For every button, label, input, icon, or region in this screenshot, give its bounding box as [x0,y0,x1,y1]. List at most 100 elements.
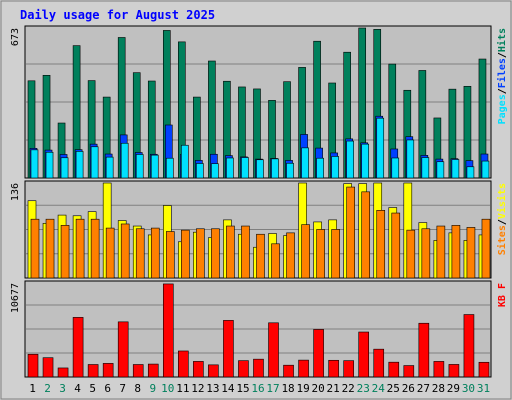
bar-sites [301,224,310,279]
bar-sites [466,227,476,279]
bar-pages [361,143,370,179]
bar-sites [391,212,401,279]
bar-pages [226,157,234,179]
bar-kbytes [27,353,39,378]
bar-kbytes [358,331,370,378]
y-max-label: 673 [10,28,21,46]
x-tick-label: 3 [59,382,66,395]
bar-sites [316,229,325,279]
panel-visits-sites: 136 Sites/Visits [10,180,508,279]
bar-sites [211,228,220,279]
bar-pages [135,154,144,179]
bar-pages [150,154,159,179]
bar-sites [165,231,175,279]
bar-kbytes [448,364,460,378]
bar-kbytes [147,363,159,378]
bar-sites [105,227,115,279]
bar-sites [226,225,235,279]
bar-pages [90,146,99,179]
x-tick-label: 15 [236,382,249,395]
bar-sites [241,225,250,279]
x-tick-label: 25 [387,382,400,395]
panel-hits-files-pages: 673 Pages/Files/Hits [10,25,508,179]
panel-legend: Pages/Files/Hits [496,28,508,124]
bar-kbytes [223,320,234,378]
bar-kbytes [178,350,189,378]
x-tick-label: 30 [462,382,475,395]
bar-kbytes [268,322,279,378]
x-tick-label: 29 [447,382,460,395]
bar-pages [181,144,189,179]
legend-entry: Hits [496,28,508,52]
x-tick-label: 7 [119,382,126,395]
bar-pages [286,162,294,179]
y-max-label: 10677 [10,283,21,313]
bar-pages [406,139,415,179]
bar-pages [60,157,69,179]
chart-title: Daily usage for August 2025 [20,8,215,22]
bar-sites [196,228,205,279]
bar-pages [466,166,475,179]
bar-kbytes [132,364,144,378]
y-max-label: 136 [10,183,21,201]
bar-kbytes [193,361,204,378]
bar-sites [256,233,265,279]
bar-kbytes [478,361,490,378]
bar-pages [271,158,279,179]
panel-legend: KB F [497,283,508,307]
x-tick-label: 12 [191,382,204,395]
chart-panels: 673 Pages/Files/Hits 136 Sites/Visits 10677 K… [10,25,508,378]
x-tick-label: 28 [432,382,445,395]
legend-separator: / [497,219,508,225]
bar-sites [331,229,340,279]
x-tick-label: 17 [266,382,279,395]
bar-sites [181,229,190,279]
bar-sites [421,228,431,279]
legend-separator: / [497,52,508,58]
bar-pages [451,159,460,179]
bar-sites [60,225,70,279]
bar-sites [75,218,85,279]
bar-sites [406,229,416,279]
x-tick-label: 6 [104,382,111,395]
x-tick-label: 24 [372,382,386,395]
bar-pages [376,117,385,179]
panel-legend: Sites/Visits [496,183,508,255]
bar-sites [45,218,55,279]
bar-kbytes [42,357,54,378]
bar-kbytes [87,364,99,378]
bar-pages [301,147,309,179]
bar-pages [165,157,174,179]
x-tick-label: 22 [342,382,355,395]
x-tick-label: 5 [89,382,96,395]
bar-kbytes [388,361,400,378]
x-tick-label: 4 [74,382,81,395]
x-tick-label: 8 [134,382,141,395]
bar-sites [376,210,386,279]
bar-pages [391,157,400,179]
bar-kbytes [57,367,69,378]
bar-kbytes [373,348,385,378]
bar-kbytes [208,364,219,378]
bar-pages [316,157,324,179]
bar-pages [481,160,490,179]
bar-pages [75,151,84,179]
bar-sites [135,228,145,279]
x-tick-label: 9 [149,382,156,395]
bar-pages [256,159,264,179]
bar-sites [150,227,160,279]
bar-pages [105,156,114,179]
bar-kbytes [102,363,114,378]
x-tick-label: 16 [251,382,264,395]
legend-entry: Files [496,58,508,88]
x-tick-label: 11 [176,382,189,395]
x-tick-label: 1 [29,382,36,395]
bar-sites [120,223,130,279]
bar-kbytes [72,317,84,378]
bar-pages [30,149,39,179]
legend-entry: Visits [496,183,508,219]
legend-entry: KB F [497,283,508,307]
x-tick-label: 10 [161,382,174,395]
